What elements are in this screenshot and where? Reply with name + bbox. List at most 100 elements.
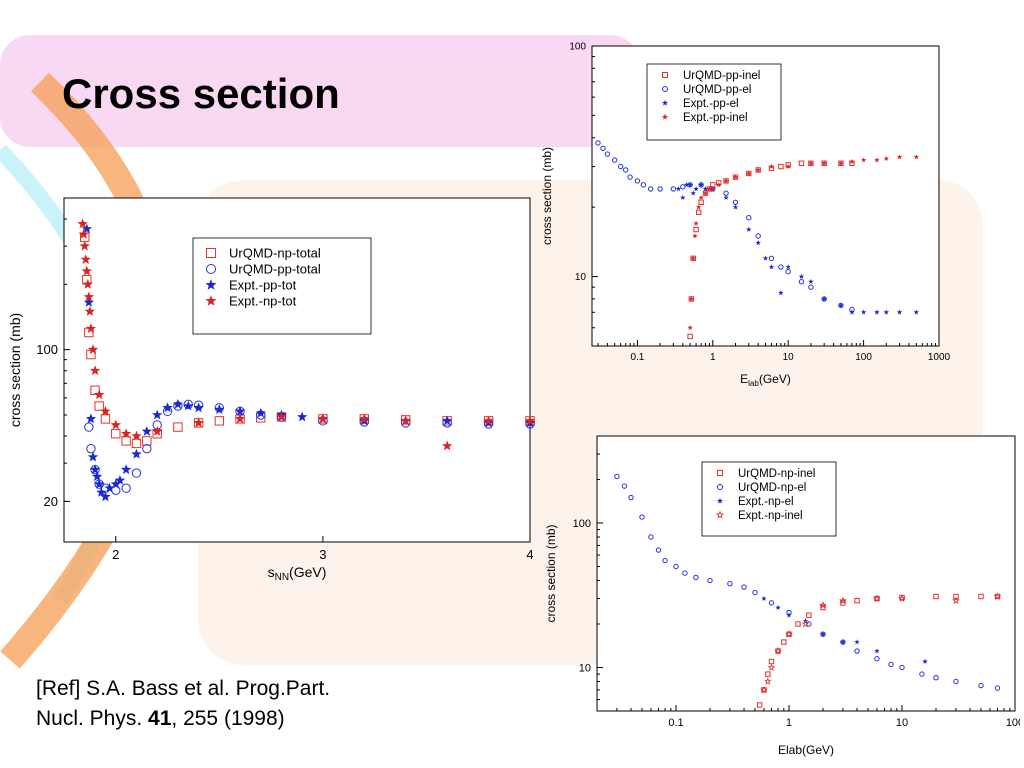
data-point bbox=[688, 296, 695, 302]
data-point bbox=[647, 186, 654, 192]
data-point bbox=[778, 264, 784, 270]
data-point bbox=[854, 648, 860, 654]
data-point bbox=[873, 594, 881, 602]
data-point bbox=[628, 494, 634, 501]
data-point bbox=[698, 199, 704, 205]
data-point bbox=[172, 398, 184, 409]
legend-box bbox=[192, 237, 372, 335]
data-point bbox=[820, 604, 826, 611]
data-point bbox=[121, 483, 131, 493]
data-point bbox=[604, 151, 611, 157]
data-point bbox=[732, 174, 739, 180]
x-axis-label: Elab(GeV) bbox=[740, 372, 791, 388]
data-point bbox=[655, 547, 662, 553]
data-point bbox=[111, 429, 121, 439]
data-point bbox=[131, 430, 142, 441]
data-point bbox=[611, 157, 618, 163]
data-point bbox=[639, 514, 645, 520]
header-band bbox=[0, 35, 640, 147]
data-point bbox=[994, 685, 1001, 691]
x-axis-label-unit: (GeV) bbox=[759, 372, 791, 386]
legend-label: Expt.-np-el bbox=[738, 496, 794, 508]
data-point bbox=[94, 478, 105, 489]
legend-label: Expt.-pp-inel bbox=[683, 112, 748, 124]
data-point bbox=[682, 570, 688, 576]
data-point bbox=[100, 405, 111, 416]
data-point bbox=[662, 557, 668, 564]
data-point bbox=[83, 297, 94, 307]
data-point bbox=[142, 443, 152, 454]
data-point bbox=[640, 182, 647, 188]
data-point bbox=[774, 647, 782, 655]
data-point bbox=[131, 448, 142, 459]
legend-box bbox=[701, 461, 837, 537]
data-point bbox=[746, 170, 752, 176]
data-point bbox=[808, 284, 814, 290]
data-point bbox=[913, 309, 919, 315]
x-axis-label-unit: (GeV) bbox=[289, 564, 326, 580]
data-point bbox=[839, 596, 847, 604]
data-point bbox=[687, 333, 693, 340]
data-point bbox=[680, 184, 686, 190]
data-point bbox=[707, 577, 713, 584]
data-point bbox=[732, 204, 739, 210]
data-point bbox=[173, 422, 183, 432]
slide-title: Cross section bbox=[62, 70, 340, 117]
x-axis-label-sub: NN bbox=[275, 572, 289, 583]
reference-journal: Nucl. Phys. bbox=[36, 707, 143, 730]
data-point bbox=[768, 163, 775, 169]
data-point bbox=[801, 619, 810, 628]
data-point bbox=[775, 604, 781, 610]
data-point bbox=[121, 436, 131, 446]
data-point bbox=[657, 186, 663, 192]
legend-label: UrQMD-np-el bbox=[738, 482, 806, 494]
data-point bbox=[746, 226, 752, 232]
data-point bbox=[899, 664, 905, 671]
data-point bbox=[808, 160, 814, 166]
data-point bbox=[898, 594, 906, 602]
data-point bbox=[110, 419, 121, 430]
data-point bbox=[693, 574, 699, 581]
data-point bbox=[821, 160, 827, 166]
data-point bbox=[100, 414, 111, 424]
x-tick-label: 10 bbox=[783, 352, 795, 363]
legend-marker bbox=[661, 113, 669, 120]
data-point bbox=[764, 677, 772, 685]
data-point bbox=[798, 279, 805, 285]
y-tick-label: 100 bbox=[36, 342, 58, 357]
data-point bbox=[874, 656, 880, 662]
data-point bbox=[953, 678, 959, 685]
y-tick-label: 10 bbox=[579, 662, 591, 674]
legend-marker bbox=[717, 470, 723, 476]
data-point bbox=[87, 344, 99, 355]
x-tick-label: 4 bbox=[526, 547, 533, 562]
legend-label: UrQMD-np-total bbox=[229, 246, 321, 261]
data-point bbox=[673, 563, 679, 570]
reference-suffix: , 255 (1998) bbox=[171, 707, 285, 730]
data-point bbox=[234, 405, 246, 416]
legend-marker bbox=[205, 295, 217, 306]
data-point bbox=[755, 240, 761, 246]
x-axis-label-main: Elab(GeV) bbox=[778, 743, 834, 757]
data-point bbox=[86, 443, 96, 454]
data-point bbox=[317, 413, 329, 424]
data-point bbox=[913, 154, 919, 160]
data-point bbox=[78, 228, 89, 239]
data-point bbox=[114, 474, 126, 485]
data-point bbox=[680, 194, 686, 200]
chart-np-pp-total: 2 3 4 20 100 cross section (mb) sNN(GeV) UrQMD-… bbox=[7, 197, 536, 583]
data-point bbox=[706, 186, 713, 192]
data-point bbox=[888, 661, 894, 668]
data-point bbox=[755, 167, 761, 173]
y-tick-label: 20 bbox=[44, 494, 58, 509]
legend: UrQMD-np-inel UrQMD-np-el Expt.-np-el Expt.… bbox=[701, 461, 837, 537]
data-point bbox=[131, 438, 142, 449]
data-point bbox=[82, 278, 93, 289]
data-point bbox=[89, 365, 101, 376]
data-point bbox=[716, 182, 722, 188]
data-point bbox=[94, 401, 104, 411]
data-point bbox=[922, 658, 928, 664]
data-point bbox=[104, 482, 115, 493]
x-axis-label-main: s bbox=[268, 564, 275, 580]
data-point bbox=[761, 595, 767, 601]
